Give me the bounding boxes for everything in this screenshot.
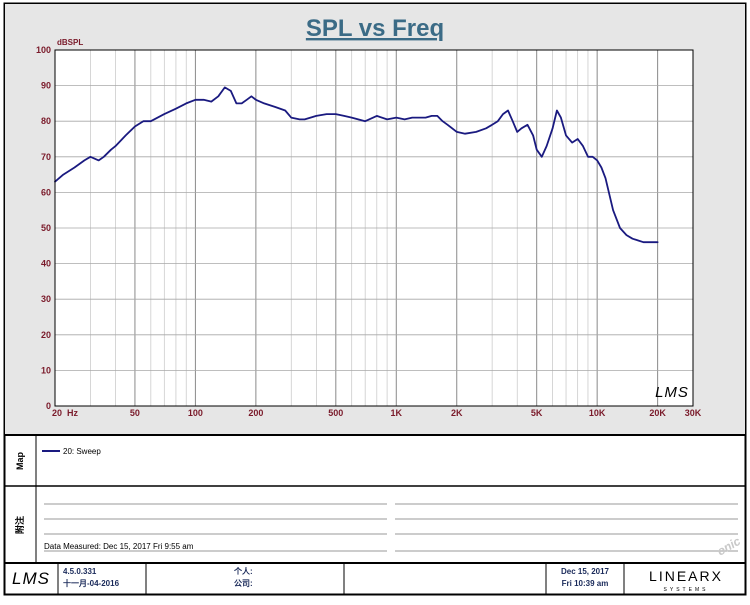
y-axis-label: dBSPL [57, 38, 83, 47]
software-version: 4.5.0.331 [63, 567, 97, 576]
x-axis-ticks: 20 Hz 50 100 200 500 1K 2K 5K 10K 20K 30K [52, 408, 702, 418]
y-axis-ticks: 0 10 20 30 40 50 60 70 80 90 100 [36, 45, 51, 411]
y-tick-label: 10 [41, 365, 51, 375]
map-section-label: Map [15, 451, 25, 470]
y-tick-label: 80 [41, 116, 51, 126]
grid-lines [55, 50, 693, 406]
report-date: Dec 15, 2017 [561, 567, 610, 576]
y-tick-label: 100 [36, 45, 51, 55]
company-label: 公司: [234, 579, 253, 588]
x-tick-label: 200 [248, 408, 263, 418]
report-time: Fri 10:39 am [562, 579, 609, 588]
x-tick-label: 50 [130, 408, 140, 418]
x-tick-label: 5K [531, 408, 543, 418]
software-version-date: 十一月-04-2016 [63, 578, 120, 588]
x-tick-label: 30K [685, 408, 702, 418]
series-layer [54, 86, 659, 244]
notes-lines [44, 503, 738, 552]
legend-entry: 20: Sweep [63, 447, 101, 456]
footer-lms-logo: LMS [12, 569, 50, 588]
x-tick-label: 10K [589, 408, 606, 418]
notes-section-label: 附注 [14, 516, 25, 534]
y-tick-label: 70 [41, 152, 51, 162]
y-tick-label: 90 [41, 81, 51, 91]
y-tick-label: 20 [41, 330, 51, 340]
chart-title: SPL vs Freq [306, 15, 444, 42]
y-tick-label: 40 [41, 259, 51, 269]
x-tick-label: 100 [188, 408, 203, 418]
data-measured-note: Data Measured: Dec 15, 2017 Fri 9:55 am [44, 542, 194, 551]
y-tick-label: 30 [41, 294, 51, 304]
y-tick-label: 50 [41, 223, 51, 233]
plot-border [54, 49, 694, 407]
series-line-sweep [54, 86, 659, 244]
x-tick-label: 2K [451, 408, 463, 418]
person-label: 个人: [233, 566, 253, 576]
x-tick-label: 20 Hz [52, 408, 79, 418]
plot-lms-mark: LMS [655, 384, 689, 401]
x-tick-label: 500 [328, 408, 343, 418]
y-tick-label: 60 [41, 187, 51, 197]
x-tick-label: 20K [649, 408, 666, 418]
linearx-logo: LINEARX [649, 568, 723, 584]
y-tick-label: 0 [46, 401, 51, 411]
linearx-logo-sub: SYSTEMS [664, 587, 709, 593]
x-tick-label: 1K [391, 408, 403, 418]
